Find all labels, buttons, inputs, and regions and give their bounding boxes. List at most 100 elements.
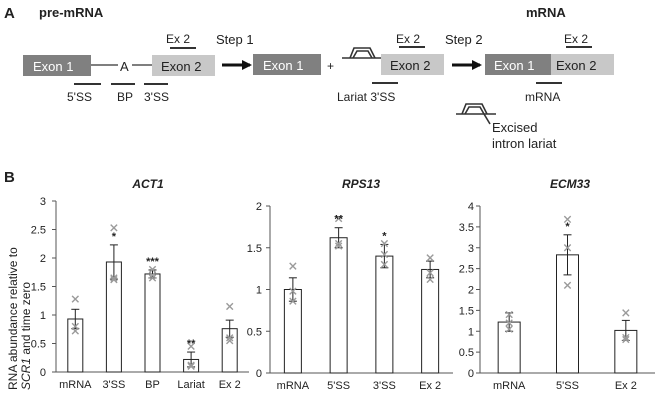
- data-point: [289, 297, 297, 305]
- y-tick-label: 3: [40, 196, 46, 208]
- data-point: [622, 333, 630, 342]
- probe-ex2-mrna-label: Ex 2: [564, 32, 588, 46]
- data-point: [380, 250, 389, 259]
- significance-label: *: [382, 230, 387, 242]
- data-point: [187, 362, 195, 370]
- premrna-exon1-label: Exon 1: [33, 59, 73, 74]
- data-point: [71, 327, 79, 335]
- x-tick-label: mRNA: [59, 379, 92, 391]
- mrna-diagram: Exon 1 Exon 2 Ex 2 mRNA: [485, 32, 614, 104]
- y-tick-label: 1: [468, 326, 474, 338]
- significance-label: **: [187, 338, 196, 350]
- probe-3ss-label: 3'SS: [144, 90, 169, 104]
- y-tick-label: 2: [468, 285, 474, 297]
- y-tick-label: 2: [40, 253, 46, 265]
- data-point: [426, 254, 434, 262]
- probe-5ss-label: 5'SS: [67, 90, 92, 104]
- data-point: [110, 274, 118, 282]
- bar: [421, 268, 440, 374]
- panel-b-label: B: [4, 169, 15, 186]
- data-point: [505, 325, 513, 333]
- intermediate-exon2-label: Exon 2: [390, 58, 430, 73]
- y-tick-label: 0: [468, 368, 474, 380]
- panel-b: B RNA abundance relative to SCR1 and tim…: [4, 169, 33, 390]
- excised-lariat: Excised intron lariat: [456, 103, 557, 151]
- chart-title: RPS13: [342, 177, 380, 191]
- data-point: [226, 334, 234, 342]
- x-tick-label: Ex 2: [419, 380, 441, 392]
- lariat-icon: [342, 47, 381, 59]
- intermediates-diagram: Exon 1 + Exon 2 Ex 2 Lariat 3'SS: [253, 32, 444, 104]
- data-point: [334, 242, 343, 250]
- significance-label: *: [565, 221, 570, 233]
- y-tick-label: 0.5: [247, 326, 262, 338]
- mrna-exon2: [551, 54, 614, 75]
- data-point: [187, 342, 195, 351]
- x-tick-label: 5'SS: [327, 380, 350, 392]
- branch-point-a: A: [120, 59, 129, 74]
- y-tick-label: 3: [468, 243, 474, 255]
- data-point: [71, 295, 79, 303]
- x-tick-label: 3'SS: [373, 380, 396, 392]
- y-tick-label: 2: [256, 201, 262, 213]
- excised-label-line1: Excised: [492, 120, 538, 135]
- x-tick-label: Lariat: [177, 379, 205, 391]
- chart-title: ACT1: [131, 177, 164, 191]
- x-tick-label: Ex 2: [615, 380, 637, 392]
- significance-label: ***: [146, 256, 160, 268]
- bar: [144, 273, 161, 373]
- premrna-diagram: Exon 1 A Exon 2 Ex 2 5'SS BP 3'SS: [23, 32, 215, 104]
- y-tick-label: 1: [40, 310, 46, 322]
- probe-ex2-premrna-label: Ex 2: [166, 32, 190, 46]
- probe-bp-label: BP: [117, 90, 133, 104]
- data-point: [426, 275, 434, 284]
- probe-mrna-junction-label: mRNA: [525, 90, 560, 104]
- x-tick-label: Ex 2: [219, 379, 241, 391]
- y-tick-label: 0.5: [459, 347, 474, 359]
- probe-lariat-3ss-label: Lariat 3'SS: [337, 90, 395, 104]
- y-tick-label: 1.5: [459, 305, 474, 317]
- x-tick-label: 3'SS: [102, 379, 125, 391]
- bar: [329, 237, 348, 374]
- x-tick-label: mRNA: [493, 380, 526, 392]
- y-axis-label-line1: RNA abundance relative to: [6, 247, 20, 390]
- data-point: [563, 281, 572, 290]
- data-point: [289, 287, 297, 295]
- y-tick-label: 2.5: [31, 225, 46, 237]
- bar: [375, 255, 394, 374]
- chart-ecm33: ECM33 0 0.5 1 1.5 2 2.5 3 3.5 4 mRNA * 5'SS Ex 2: [459, 177, 655, 392]
- y-tick-label: 2.5: [459, 264, 474, 276]
- premrna-exon2-label: Exon 2: [161, 59, 201, 74]
- data-point: [563, 215, 572, 224]
- mrna-exon1: [485, 54, 551, 75]
- panel-a: A pre-mRNA mRNA Exon 1 A Exon 2 Ex 2 5'S…: [4, 5, 614, 151]
- data-point: [334, 239, 343, 248]
- x-tick-label: mRNA: [277, 380, 310, 392]
- premrna-exon1: [23, 55, 91, 76]
- mrna-title: mRNA: [526, 5, 566, 20]
- intermediate-exon2: [381, 54, 444, 75]
- y-axis-label-scr1: SCR1: [19, 358, 33, 390]
- y-tick-label: 1.5: [31, 282, 46, 294]
- data-point: [148, 265, 157, 274]
- intermediate-exon1-label: Exon 1: [263, 58, 303, 73]
- panel-a-label: A: [4, 5, 15, 22]
- excised-lariat-pointer: [483, 113, 491, 125]
- x-tick-label: 5'SS: [556, 380, 579, 392]
- data-point: [226, 302, 234, 311]
- significance-label: *: [112, 231, 117, 243]
- premrna-title: pre-mRNA: [39, 5, 104, 20]
- data-point: [110, 224, 118, 232]
- significance-label: **: [334, 214, 343, 226]
- plus-sign: +: [327, 59, 334, 73]
- chart-title: ECM33: [550, 177, 590, 191]
- data-point: [505, 319, 513, 327]
- y-tick-label: 4: [468, 201, 474, 213]
- y-axis-label: RNA abundance relative to SCR1 and time …: [6, 244, 33, 390]
- data-point: [226, 336, 234, 345]
- data-point: [622, 309, 630, 317]
- step1-label: Step 1: [216, 32, 254, 47]
- mrna-exon2-label: Exon 2: [556, 58, 596, 73]
- data-point: [110, 275, 118, 284]
